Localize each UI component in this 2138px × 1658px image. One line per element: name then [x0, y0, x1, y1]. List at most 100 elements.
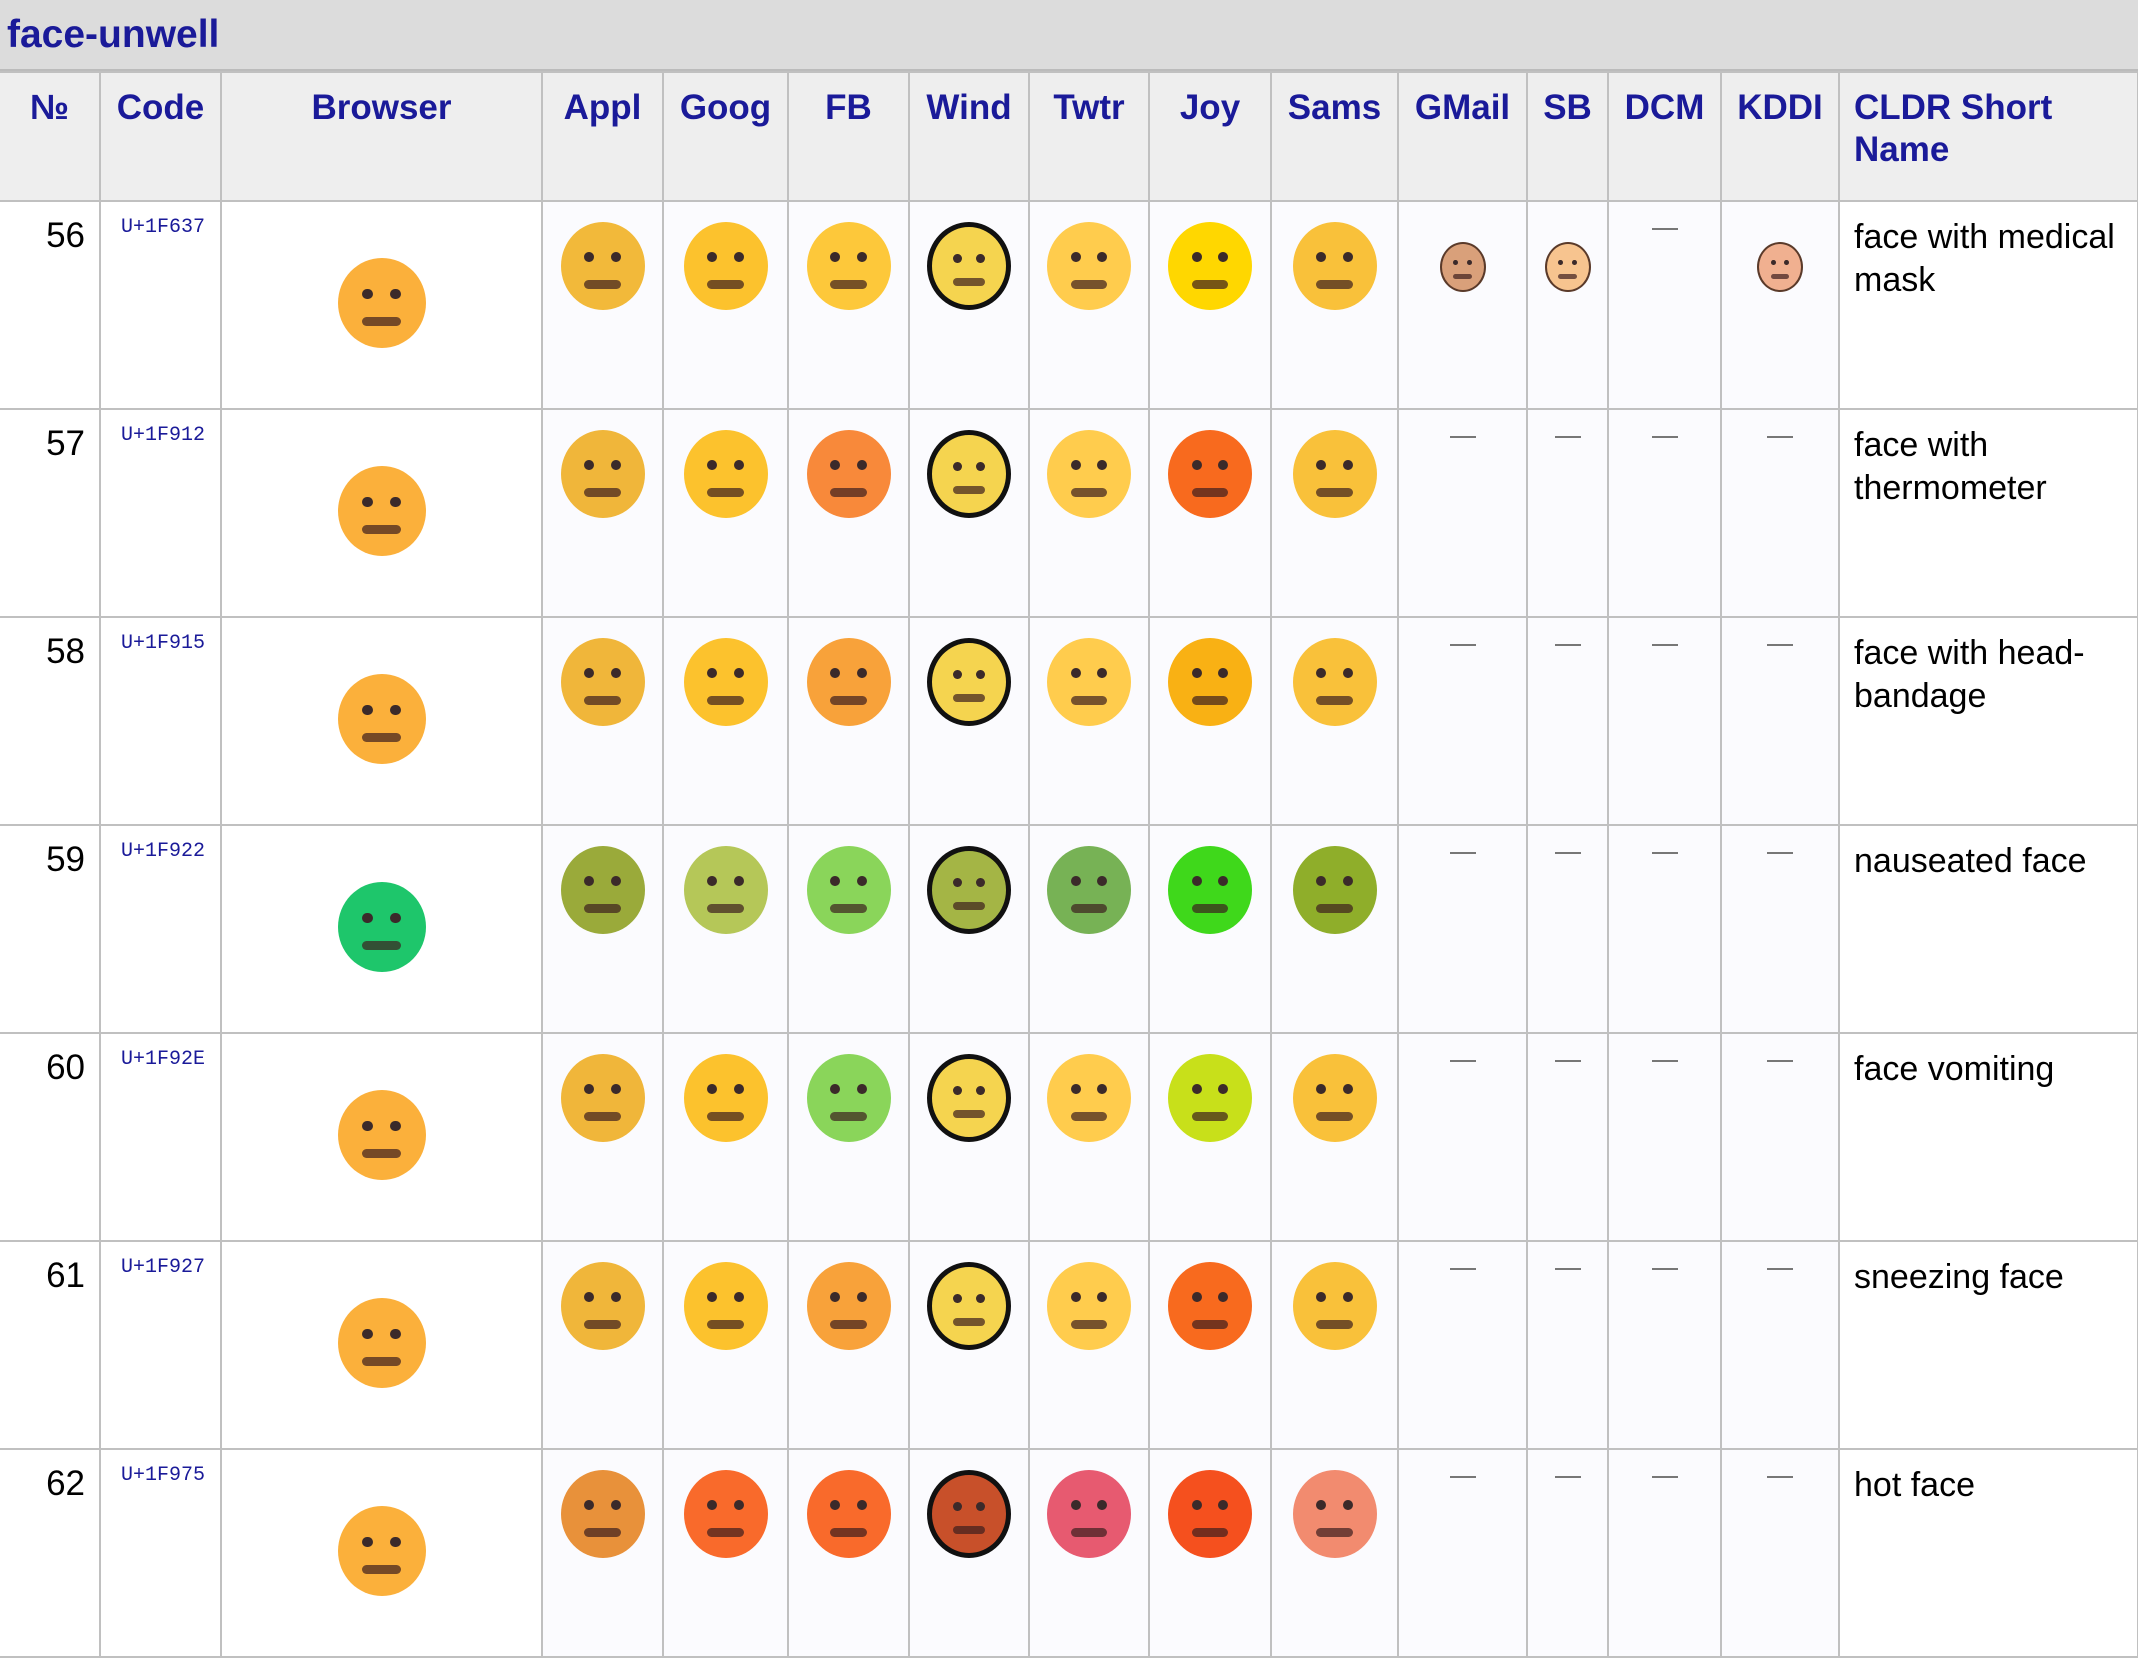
mouth-shape	[1191, 1528, 1229, 1537]
emoji-cell-appl	[541, 616, 664, 826]
emoji-cell-kddi: —	[1720, 824, 1840, 1034]
mouth-shape	[362, 1565, 401, 1575]
eye-shape	[362, 1120, 373, 1132]
code-link[interactable]: U+1F912	[99, 408, 222, 618]
row-number: 57	[0, 408, 101, 618]
dash: —	[1554, 436, 1581, 438]
mouth-shape	[830, 1528, 867, 1537]
sneezing-face-icon	[806, 1262, 891, 1350]
column-header-code[interactable]: Code	[99, 71, 222, 202]
column-header-sams[interactable]: Sams	[1270, 71, 1399, 202]
table-row: 56U+1F637 — face with medical mask	[0, 200, 2138, 410]
column-header-appl[interactable]: Appl	[541, 71, 664, 202]
mouth-shape	[707, 904, 744, 913]
code-link[interactable]: U+1F92E	[99, 1032, 222, 1242]
emoji-cell-joy	[1148, 408, 1272, 618]
column-header-joy[interactable]: Joy	[1148, 71, 1272, 202]
eye-shape	[830, 667, 841, 679]
column-header-sb[interactable]: SB	[1526, 71, 1609, 202]
column-header-twtr[interactable]: Twtr	[1028, 71, 1150, 202]
emoji-cell-dcm: —	[1607, 408, 1722, 618]
eye-shape	[362, 496, 373, 508]
eye-shape	[856, 1083, 867, 1095]
eye-shape	[707, 667, 718, 679]
mouth-shape	[1191, 488, 1229, 497]
column-header-fb[interactable]: FB	[787, 71, 910, 202]
dash: —	[1651, 228, 1678, 230]
code-link[interactable]: U+1F922	[99, 824, 222, 1034]
dash: —	[1449, 436, 1476, 438]
eye-shape	[733, 1291, 744, 1303]
column-header-cldr-short-name[interactable]: CLDR Short Name	[1838, 71, 2138, 202]
eye-shape	[1218, 667, 1229, 679]
emoji-cell-joy	[1148, 1032, 1272, 1242]
eye-shape	[830, 459, 841, 471]
mouth-shape	[1316, 1320, 1353, 1329]
emoji-cell-appl	[541, 1240, 664, 1450]
eye-shape	[976, 461, 986, 471]
face-with-medical-mask-icon	[927, 222, 1011, 310]
emoji-cell-twtr	[1028, 1448, 1150, 1658]
mouth-shape	[362, 733, 401, 743]
eye-shape	[1191, 251, 1202, 263]
face-with-thermometer-icon	[1292, 430, 1377, 518]
emoji-cell-dcm: —	[1607, 824, 1722, 1034]
code-link[interactable]: U+1F915	[99, 616, 222, 826]
row-number: 60	[0, 1032, 101, 1242]
cldr-short-name: face vomiting	[1838, 1032, 2138, 1242]
column-header-goog[interactable]: Goog	[662, 71, 789, 202]
eye-shape	[976, 1501, 986, 1511]
emoji-cell-sb: —	[1526, 824, 1609, 1034]
mouth-shape	[1070, 488, 1108, 497]
eye-shape	[1191, 1083, 1202, 1095]
face-with-medical-mask-icon	[560, 222, 645, 310]
hot-face-icon	[683, 1470, 768, 1558]
dash: —	[1767, 852, 1793, 854]
eye-shape	[1191, 667, 1202, 679]
table-row: 60U+1F92E — — — — face vomiting	[0, 1032, 2138, 1242]
column-header-kddi[interactable]: KDDI	[1720, 71, 1840, 202]
code-link[interactable]: U+1F637	[99, 200, 222, 410]
eye-shape	[976, 253, 986, 263]
face-with-thermometer-icon	[337, 466, 426, 556]
eye-shape	[1218, 1291, 1229, 1303]
column-header-browser[interactable]: Browser	[220, 71, 543, 202]
column-header-number[interactable]: №	[0, 71, 101, 202]
emoji-cell-joy	[1148, 200, 1272, 410]
cldr-short-name: nauseated face	[1838, 824, 2138, 1034]
face-vomiting-icon	[560, 1054, 645, 1142]
hot-face-icon	[1047, 1470, 1131, 1558]
face-with-thermometer-icon	[1168, 430, 1252, 518]
emoji-cell-dcm: —	[1607, 1240, 1722, 1450]
eye-shape	[733, 459, 744, 471]
sneezing-face-icon	[1047, 1262, 1131, 1350]
column-header-wind[interactable]: Wind	[908, 71, 1030, 202]
eye-shape	[1342, 875, 1353, 887]
nauseated-face-icon	[1047, 846, 1131, 934]
eye-shape	[952, 1501, 962, 1511]
face-with-head-bandage-icon	[683, 638, 768, 726]
emoji-cell-gmail: —	[1397, 408, 1528, 618]
column-header-dcm[interactable]: DCM	[1607, 71, 1722, 202]
table-row: 58U+1F915 — — — — face with head-bandage	[0, 616, 2138, 826]
face-with-head-bandage-icon	[1292, 638, 1377, 726]
eye-shape	[610, 459, 621, 471]
face-vomiting-icon	[683, 1054, 768, 1142]
emoji-cell-wind	[908, 200, 1030, 410]
code-link[interactable]: U+1F927	[99, 1240, 222, 1450]
emoji-cell-joy	[1148, 616, 1272, 826]
column-header-gmail[interactable]: GMail	[1397, 71, 1528, 202]
emoji-cell-wind	[908, 408, 1030, 618]
emoji-cell-joy	[1148, 824, 1272, 1034]
section-title[interactable]: face-unwell	[7, 12, 220, 56]
face-with-head-bandage-icon	[337, 674, 426, 764]
emoji-cell-browser	[220, 408, 543, 618]
eye-shape	[856, 1291, 867, 1303]
hot-face-icon	[1168, 1470, 1252, 1558]
eye-shape	[584, 251, 595, 263]
eye-shape	[733, 1083, 744, 1095]
eye-shape	[830, 1083, 841, 1095]
eye-shape	[1191, 1499, 1202, 1511]
code-link[interactable]: U+1F975	[99, 1448, 222, 1658]
emoji-cell-wind	[908, 1032, 1030, 1242]
